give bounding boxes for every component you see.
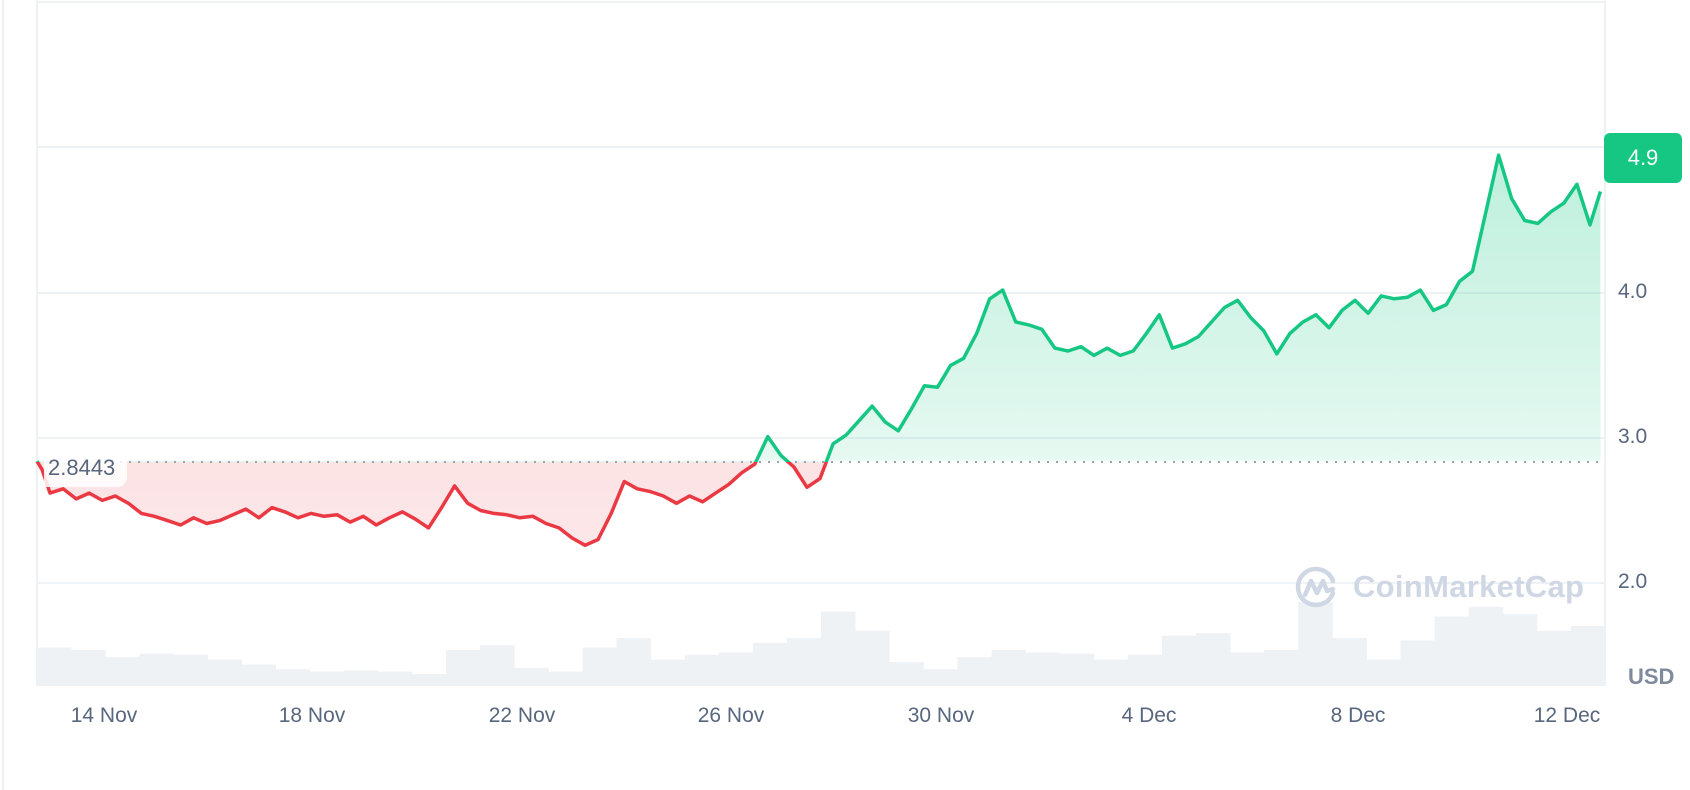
y-tick-3: 3.0 [1618,425,1648,448]
x-tick: 4 Dec [1121,704,1177,727]
price-line-up [35,153,1603,462]
left-border [2,0,4,790]
x-tick: 12 Dec [1533,704,1601,727]
current-price-badge: 4.9 [1604,133,1682,183]
y-tick-2: 2.0 [1618,570,1648,593]
x-tick: 18 Nov [278,704,346,727]
x-tick: 8 Dec [1330,704,1386,727]
x-tick: 30 Nov [907,704,975,727]
coinmarketcap-logo-icon [1295,566,1336,608]
watermark-text: CoinMarketCap [1353,569,1585,604]
volume-bars [37,602,1606,686]
currency-unit: USD [1628,664,1675,689]
price-area-up [37,155,1601,462]
x-tick: 26 Nov [697,704,765,727]
y-tick-4: 4.0 [1618,280,1648,303]
price-line-down [35,462,829,548]
baseline-price-label: 2.8443 [44,449,128,487]
coinmarketcap-watermark: CoinMarketCap [1293,563,1584,611]
x-tick: 22 Nov [488,704,556,727]
x-tick: 14 Nov [70,704,138,727]
